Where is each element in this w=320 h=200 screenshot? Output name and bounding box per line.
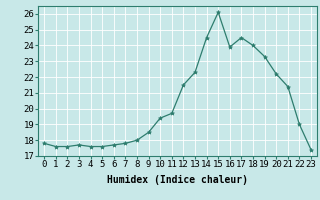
X-axis label: Humidex (Indice chaleur): Humidex (Indice chaleur) bbox=[107, 175, 248, 185]
